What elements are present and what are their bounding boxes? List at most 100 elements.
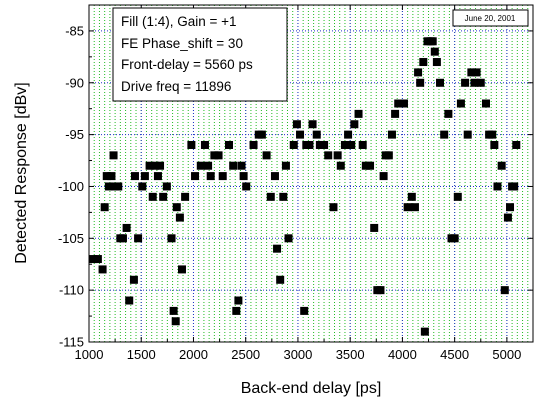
data-point <box>177 265 186 274</box>
x-tick-label: 3000 <box>283 347 312 362</box>
data-point <box>262 151 271 160</box>
data-point <box>420 327 429 336</box>
data-point <box>187 140 196 149</box>
data-point <box>305 140 314 149</box>
data-point <box>153 172 162 181</box>
data-point <box>249 140 258 149</box>
data-point <box>500 286 509 295</box>
data-point <box>399 99 408 108</box>
data-point <box>456 99 465 108</box>
data-point <box>273 244 282 253</box>
data-point <box>470 78 479 87</box>
annotation-line-1: Fill (1:4), Gain = +1 <box>121 14 237 29</box>
data-point <box>493 182 502 191</box>
data-point <box>89 255 98 264</box>
data-point <box>232 306 241 315</box>
data-point <box>453 192 462 201</box>
data-point <box>414 68 423 77</box>
data-point <box>329 203 338 212</box>
data-point <box>344 130 353 139</box>
data-point <box>432 58 441 67</box>
data-point <box>210 151 219 160</box>
data-point <box>109 151 118 160</box>
data-point <box>191 172 200 181</box>
data-point <box>300 306 309 315</box>
data-point <box>436 78 445 87</box>
data-point <box>98 265 107 274</box>
data-point <box>416 78 425 87</box>
data-point <box>102 172 111 181</box>
data-point <box>214 151 223 160</box>
date-box <box>452 9 529 27</box>
data-point <box>107 172 116 181</box>
data-point <box>315 140 324 149</box>
data-point <box>114 182 123 191</box>
x-tick-label: 3500 <box>336 347 365 362</box>
data-point <box>370 223 379 232</box>
data-point <box>358 140 367 149</box>
data-point <box>134 234 143 243</box>
y-tick-label: -85 <box>65 23 84 38</box>
data-point <box>387 130 396 139</box>
data-point <box>148 192 157 201</box>
data-point <box>333 151 342 160</box>
data-point <box>172 203 181 212</box>
axis-ticks: 1000 1500 2000 2500 3000 3500 4000 4500 5000 -85 -… <box>58 5 533 362</box>
data-point <box>407 192 416 201</box>
data-point <box>320 140 329 149</box>
x-axis-title: Back-end delay [ps] <box>241 380 382 397</box>
data-point <box>200 140 209 149</box>
data-point <box>384 151 393 160</box>
data-point <box>347 140 356 149</box>
data-point <box>497 161 506 170</box>
data-point <box>361 161 370 170</box>
x-tick-label: 1500 <box>127 347 156 362</box>
data-point <box>206 172 215 181</box>
data-point <box>169 306 178 315</box>
data-point <box>350 120 359 129</box>
data-point <box>284 234 293 243</box>
data-point <box>122 223 131 232</box>
data-point <box>428 37 437 46</box>
data-point <box>118 234 127 243</box>
x-tick-label: 4000 <box>388 347 417 362</box>
annotation-line-2: FE Phase_shift = 30 <box>121 36 243 51</box>
data-point <box>476 78 485 87</box>
data-point <box>224 140 233 149</box>
data-point <box>276 275 285 284</box>
data-point <box>218 172 227 181</box>
data-points <box>89 37 521 336</box>
y-tick-label: -110 <box>59 283 84 298</box>
data-point <box>472 68 481 77</box>
data-point <box>129 275 138 284</box>
data-point <box>175 213 184 222</box>
data-point <box>391 109 400 118</box>
data-point <box>204 161 213 170</box>
y-tick-label: -105 <box>58 231 84 246</box>
data-point <box>130 172 139 181</box>
x-tick-label: 5000 <box>492 347 521 362</box>
data-point <box>490 140 499 149</box>
data-point <box>140 172 149 181</box>
annotation-line-3: Front-delay = 5560 ps <box>121 57 253 72</box>
y-tick-label: -95 <box>65 127 84 142</box>
data-point <box>104 182 113 191</box>
data-point <box>234 296 243 305</box>
data-point <box>266 192 275 201</box>
y-tick-label: -100 <box>58 179 84 194</box>
plot-frame <box>88 4 534 343</box>
data-point <box>156 161 165 170</box>
data-point <box>324 151 333 160</box>
data-point <box>340 140 349 149</box>
annotation-line-4: Drive freq = 11896 <box>121 79 231 94</box>
data-point <box>444 109 453 118</box>
data-point <box>463 130 472 139</box>
data-point <box>506 203 515 212</box>
data-point <box>93 255 102 264</box>
y-tick-label: -115 <box>59 335 84 350</box>
data-point <box>242 182 251 191</box>
data-point <box>366 161 375 170</box>
data-point <box>336 161 345 170</box>
data-point <box>181 192 190 201</box>
x-tick-label: 1000 <box>75 347 104 362</box>
